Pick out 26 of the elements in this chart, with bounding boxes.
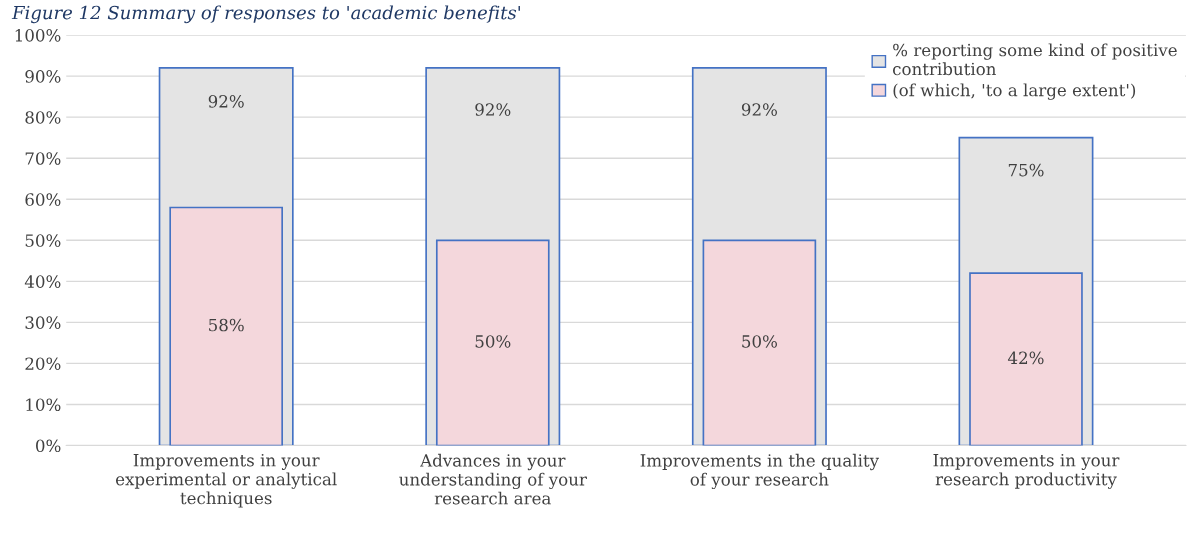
legend-label: (of which, 'to a large extent') — [893, 83, 1136, 100]
legend-label: % reporting some kind of positive contribution — [893, 43, 1177, 76]
y-tick-label: 30% — [25, 316, 61, 329]
data-label: 50% — [742, 335, 777, 348]
y-tick-label: 40% — [24, 275, 61, 288]
y-tick-label: 10% — [26, 398, 61, 412]
x-tick-label: Improvements in the quality of your research — [640, 453, 880, 490]
y-tick-label: 20% — [25, 357, 61, 370]
data-label: 58% — [209, 318, 244, 332]
y-tick-label: 60% — [25, 193, 61, 206]
y-tick-label: 80% — [25, 111, 61, 124]
y-tick-label: 100% — [15, 29, 61, 42]
chart-title: Figure 12 Summary of responses to 'academic benefits' — [11, 5, 520, 24]
y-tick-label: 70% — [25, 152, 61, 165]
x-tick-label: Improvements in your research productivity — [933, 454, 1120, 489]
data-label: 92% — [741, 103, 777, 116]
data-label: 50% — [475, 335, 511, 348]
y-tick-label: 50% — [25, 234, 61, 247]
data-label: 92% — [208, 95, 244, 108]
data-label: 92% — [475, 103, 511, 116]
data-label: 42% — [1007, 351, 1044, 365]
data-label: 75% — [1008, 163, 1044, 177]
x-tick-label: Advances in your understanding of your research area — [399, 453, 587, 505]
x-tick-label: Improvements in your experimental or analytical techniques — [115, 454, 337, 508]
y-tick-label: 90% — [25, 70, 61, 83]
y-tick-label: 0% — [36, 439, 61, 453]
